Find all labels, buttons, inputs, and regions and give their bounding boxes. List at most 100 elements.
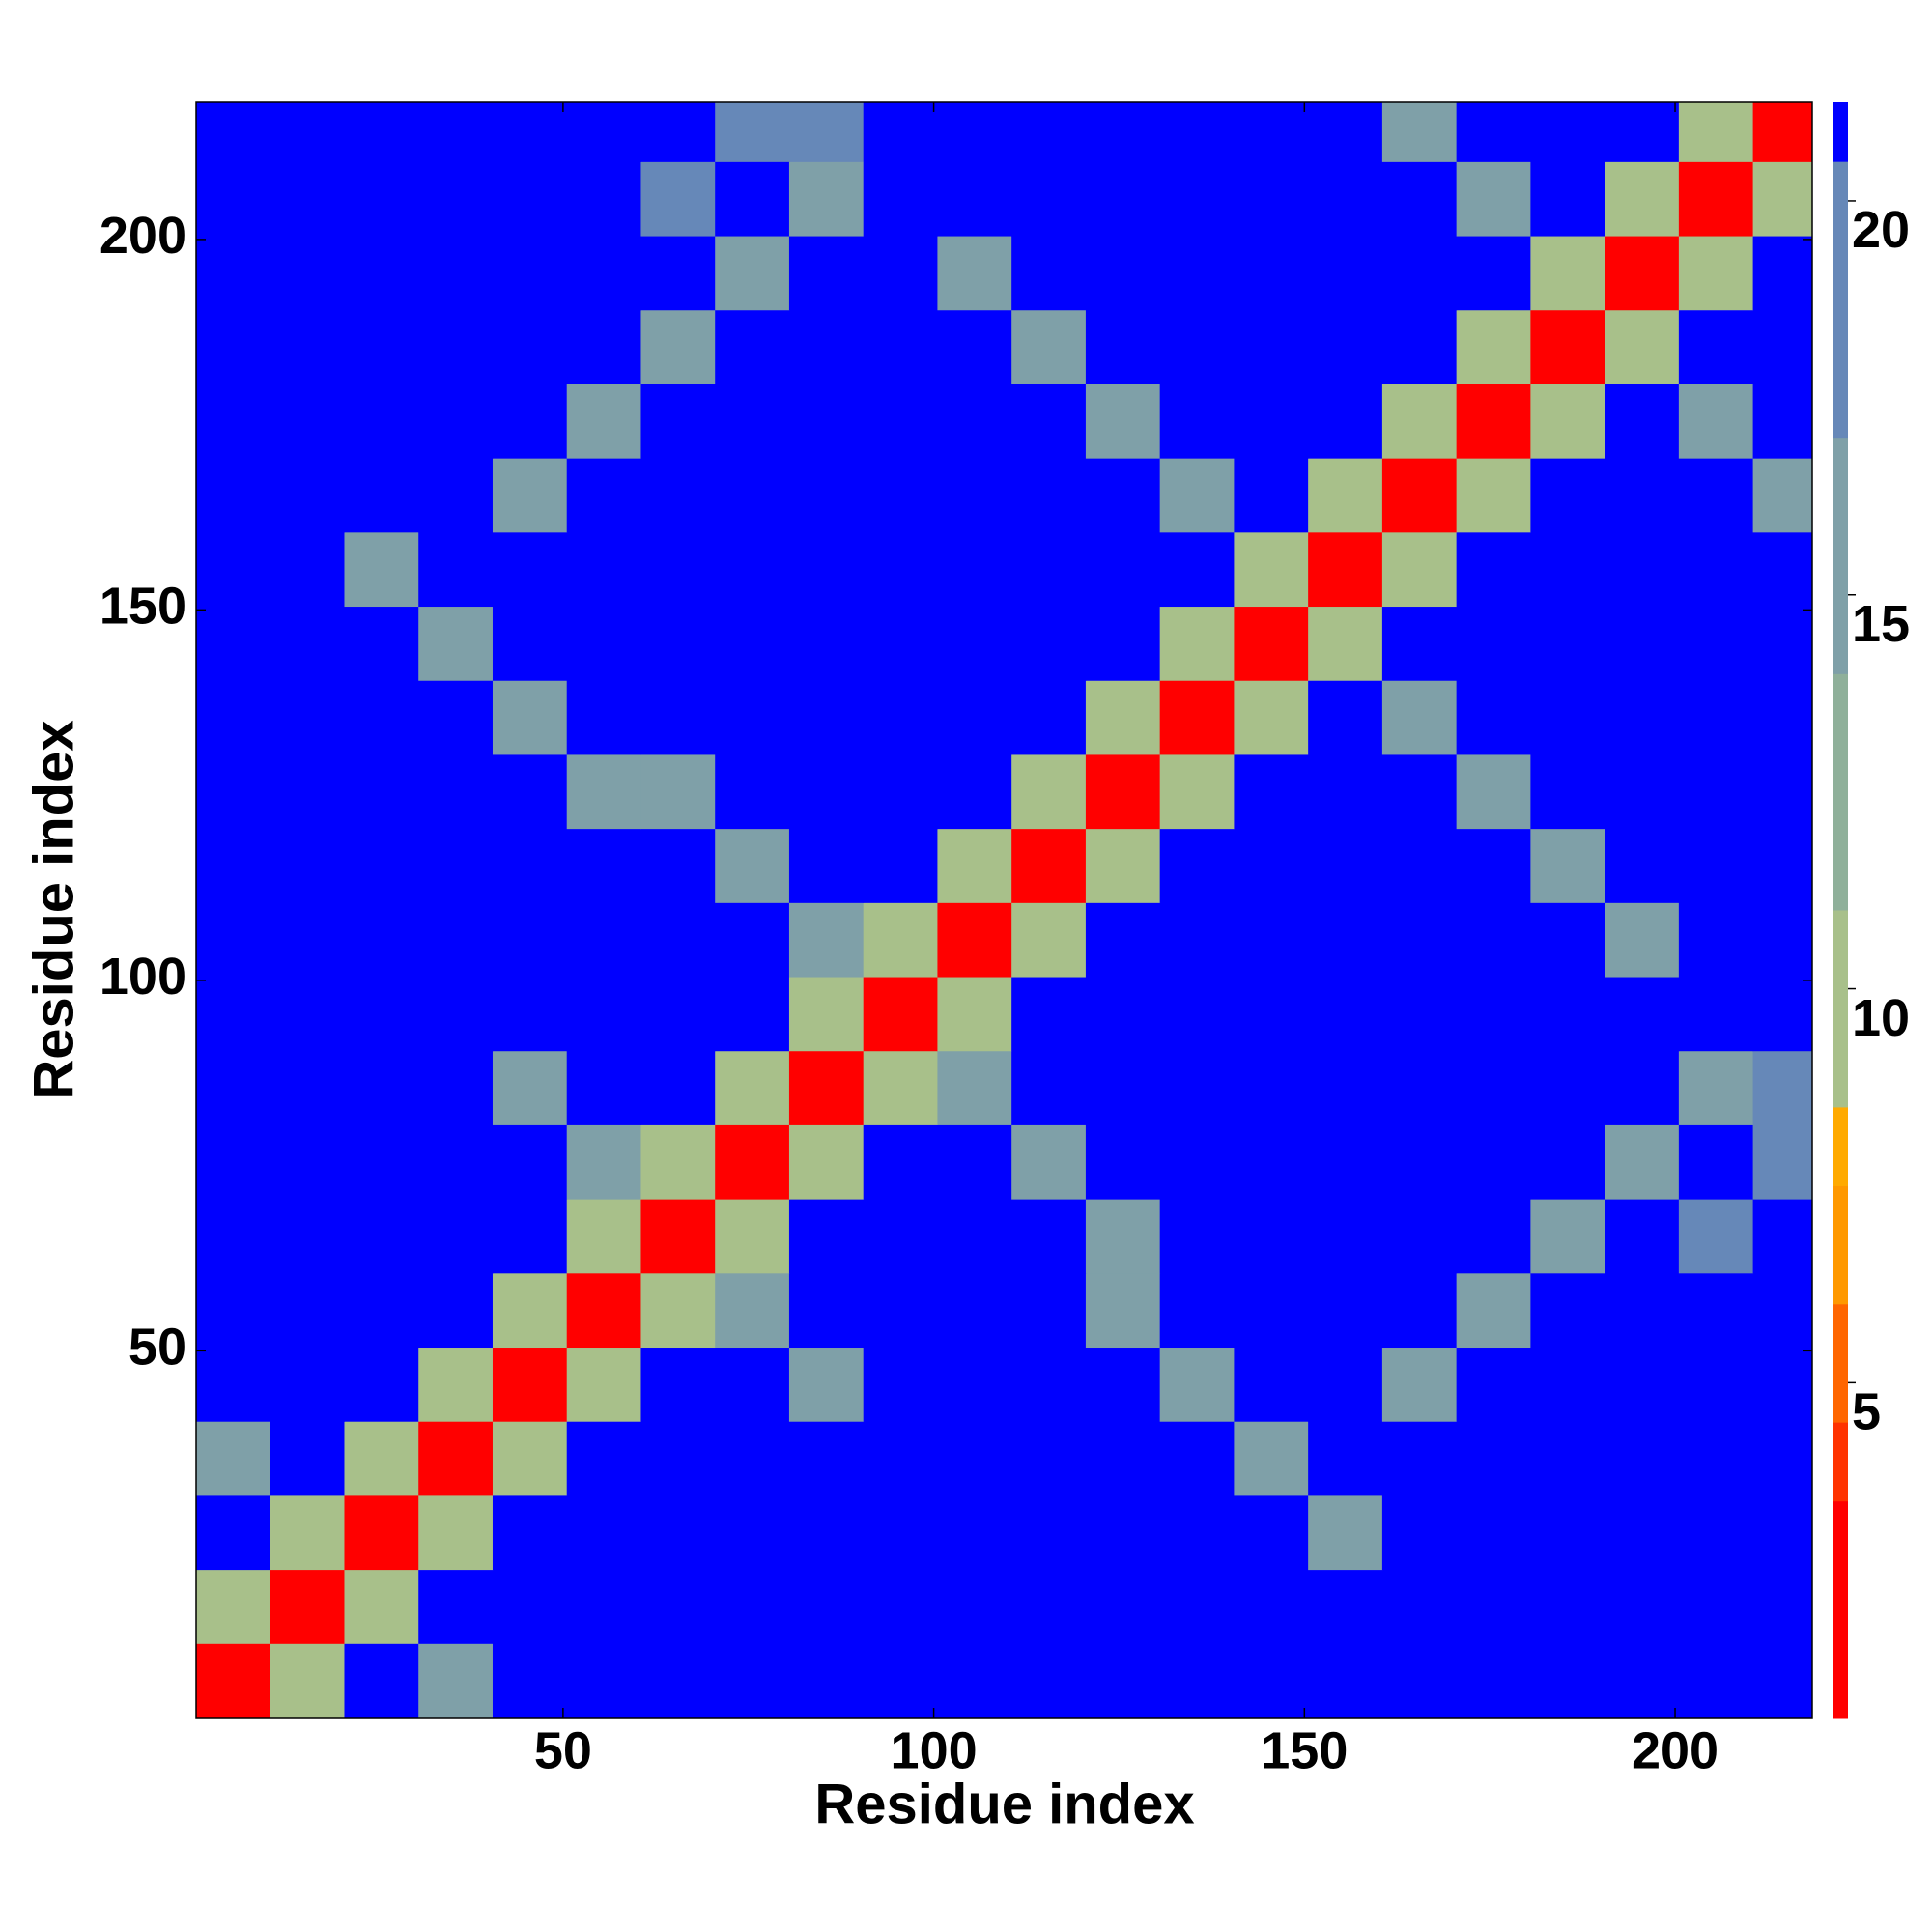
heatmap-cell <box>1456 384 1531 459</box>
heatmap-cell <box>492 1199 568 1274</box>
heatmap-cell <box>1011 458 1087 533</box>
heatmap-cell <box>1381 1569 1458 1644</box>
heatmap-cell <box>492 531 568 608</box>
heatmap-cell <box>937 458 1012 533</box>
heatmap-cell <box>270 1569 345 1644</box>
y-tick-label: 150 <box>99 578 186 636</box>
heatmap-cell <box>1234 828 1309 903</box>
heatmap-cell <box>492 458 568 533</box>
heatmap-cell <box>1678 236 1754 311</box>
heatmap-cell <box>1011 1272 1087 1349</box>
heatmap-cell <box>344 902 419 978</box>
heatmap-cell <box>1752 161 1813 237</box>
heatmap-cell <box>1159 1569 1235 1644</box>
heatmap-cell <box>1530 384 1605 459</box>
heatmap-cell <box>1234 1494 1309 1571</box>
heatmap-cell <box>196 1643 271 1719</box>
heatmap-cell <box>1381 1124 1458 1200</box>
heatmap-cell <box>1234 102 1309 162</box>
heatmap-cell <box>1530 309 1605 384</box>
heatmap-cell <box>715 828 790 903</box>
heatmap-cell <box>270 161 345 237</box>
heatmap-cell <box>1159 458 1235 533</box>
heatmap-cell <box>1752 1643 1813 1719</box>
heatmap-cell <box>270 1272 345 1349</box>
heatmap-cell <box>1234 236 1309 311</box>
heatmap-cell <box>1381 1199 1458 1274</box>
heatmap-cell <box>1381 384 1458 459</box>
heatmap-cell <box>1381 753 1458 830</box>
colorbar-segment <box>1833 1500 1848 1719</box>
heatmap-cell <box>418 828 494 903</box>
heatmap-cell <box>788 531 865 608</box>
heatmap-cell <box>1605 977 1680 1052</box>
heatmap-cell <box>863 1050 938 1125</box>
heatmap-cell <box>863 1347 938 1422</box>
heatmap-cell <box>1456 977 1531 1052</box>
heatmap-cell <box>1085 161 1161 237</box>
heatmap-cell <box>492 309 568 384</box>
heatmap-cell <box>196 1421 271 1496</box>
heatmap-cell <box>1308 977 1383 1052</box>
heatmap-cell <box>937 309 1012 384</box>
heatmap-cell <box>1605 531 1680 608</box>
heatmap-cell <box>1234 1124 1309 1200</box>
heatmap-cell <box>1381 1421 1458 1496</box>
heatmap-cell <box>1381 1272 1458 1349</box>
heatmap-cell <box>937 1421 1012 1496</box>
heatmap-cell <box>1752 753 1813 830</box>
heatmap-cell <box>640 680 716 755</box>
heatmap-cell <box>492 1347 568 1422</box>
heatmap-cell <box>1678 1421 1754 1496</box>
heatmap-cell <box>1011 902 1087 978</box>
heatmap-cell <box>1011 680 1087 755</box>
colorbar-segment <box>1833 437 1848 674</box>
heatmap-cell <box>1159 1643 1235 1719</box>
colorbar-tick-label: 20 <box>1852 201 1910 259</box>
heatmap-cell <box>1234 384 1309 459</box>
heatmap-cell <box>566 1124 641 1200</box>
heatmap-cell <box>344 102 419 162</box>
heatmap-cell <box>715 236 790 311</box>
heatmap-cell <box>1234 753 1309 830</box>
heatmap-cell <box>1085 458 1161 533</box>
heatmap-cell <box>270 680 345 755</box>
heatmap-cell <box>492 236 568 311</box>
heatmap-cell <box>196 1272 271 1349</box>
heatmap-cell <box>1456 161 1531 237</box>
heatmap-cell <box>788 902 865 978</box>
heatmap-cell <box>1456 531 1531 608</box>
heatmap-cell <box>418 1643 494 1719</box>
x-tick-label: 100 <box>891 1721 978 1779</box>
heatmap-cell <box>640 1494 716 1571</box>
heatmap-cell <box>937 1494 1012 1571</box>
colorbar-segment <box>1833 1422 1848 1502</box>
heatmap-cell <box>1752 236 1813 311</box>
heatmap-cell <box>492 1124 568 1200</box>
heatmap-cell <box>344 828 419 903</box>
heatmap-cell <box>640 384 716 459</box>
heatmap-cell <box>1456 1272 1531 1349</box>
heatmap-cell <box>270 458 345 533</box>
heatmap-cell <box>1308 236 1383 311</box>
heatmap-cell <box>1308 902 1383 978</box>
heatmap-cell <box>1605 102 1680 162</box>
heatmap-cell <box>566 236 641 311</box>
heatmap-cell <box>1234 1643 1309 1719</box>
heatmap-cell <box>566 384 641 459</box>
heatmap-cell <box>1308 384 1383 459</box>
x-tick-label: 50 <box>534 1721 592 1779</box>
heatmap-cell <box>1085 531 1161 608</box>
heatmap-cell <box>1011 531 1087 608</box>
heatmap-cell <box>418 309 494 384</box>
heatmap-cell <box>344 1272 419 1349</box>
heatmap-cell <box>1011 1421 1087 1496</box>
heatmap-cell <box>492 977 568 1052</box>
heatmap-cell <box>1308 1199 1383 1274</box>
heatmap-cell <box>418 1199 494 1274</box>
heatmap-cell <box>344 1569 419 1644</box>
heatmap-cell <box>1605 1272 1680 1349</box>
heatmap-cell <box>418 458 494 533</box>
colorbar-segment <box>1833 673 1848 911</box>
heatmap-cell <box>715 102 790 162</box>
